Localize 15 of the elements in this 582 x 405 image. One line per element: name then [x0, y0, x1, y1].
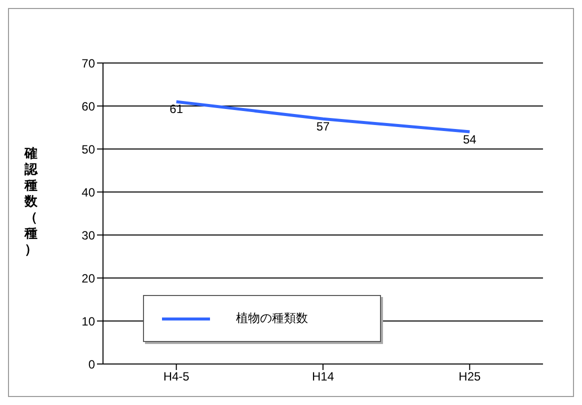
- x-tick-label: H25: [458, 370, 481, 384]
- y-tick-label: 20: [82, 271, 96, 286]
- data-label: 57: [316, 119, 330, 134]
- legend-label: 植物の種類数: [236, 310, 308, 327]
- y-tick-label: 10: [82, 314, 96, 328]
- y-tick-label: 40: [82, 185, 96, 200]
- x-tick-label: H4-5: [163, 370, 190, 384]
- y-tick-label: 70: [82, 56, 96, 70]
- data-label: 54: [462, 132, 477, 146]
- y-axis-title: 確認種数（種）: [24, 146, 38, 256]
- y-tick-label: 30: [82, 228, 96, 242]
- y-tick-label: 0: [88, 357, 96, 372]
- y-tick-label: 50: [82, 142, 96, 156]
- x-tick-label: H14: [312, 370, 334, 384]
- y-tick-label: 60: [82, 99, 96, 114]
